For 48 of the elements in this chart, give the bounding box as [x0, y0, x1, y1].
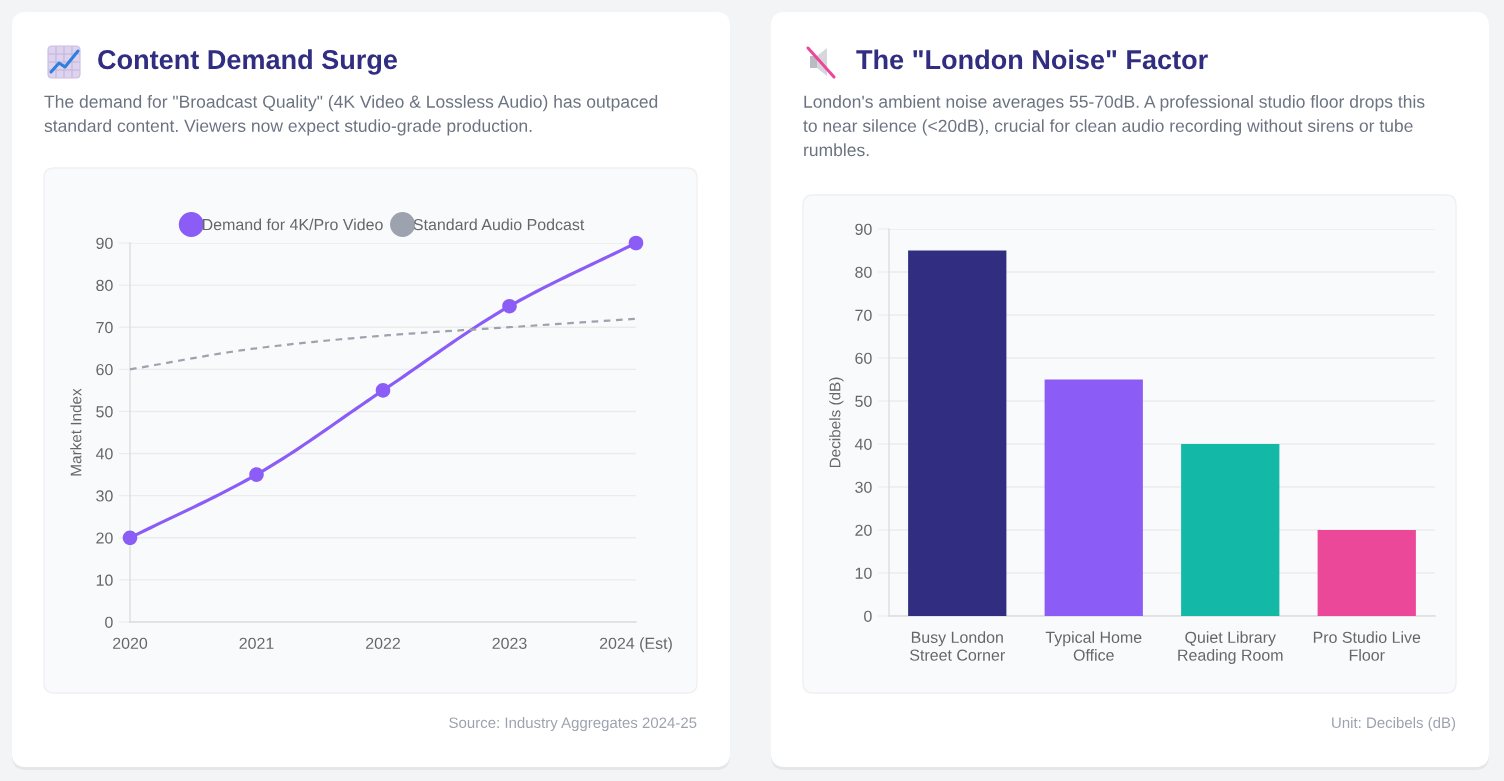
y-tick-label: 60	[855, 352, 872, 364]
point	[628, 235, 644, 251]
source-note: Source: Industry Aggregates 2024-25	[449, 717, 697, 731]
y-axis-title: Market Index	[70, 388, 82, 476]
y-tick-label: 30	[855, 481, 872, 493]
y-tick-label: 30	[96, 490, 113, 502]
y-tick-label: 70	[855, 309, 872, 321]
y-tick-label: 10	[96, 574, 113, 586]
chart-title: The "London Noise" Factor	[856, 49, 1208, 70]
chart-subtitle: London's ambient noise averages 55-70dB. A professional studio floor drops this to near silence (<20dB), crucial for clean audio recording without sirens or tube rumbles.	[803, 95, 1425, 157]
y-tick-label: 70	[96, 321, 113, 334]
y-axis-title: Decibels (dB)	[829, 377, 844, 468]
point	[502, 298, 517, 314]
x-tick-label: 2024 (Est)	[599, 637, 672, 653]
y-tick-label: 40	[95, 448, 113, 460]
legend-label: Demand for 4K/Pro Video	[202, 218, 383, 231]
x-tick-label: Busy London Street Corner	[910, 631, 1005, 661]
point	[375, 383, 391, 398]
y-tick-label: 40	[854, 438, 872, 450]
chart-title: Content Demand Surge	[98, 49, 398, 75]
y-tick-label: 90	[96, 237, 113, 249]
bar	[1181, 444, 1280, 616]
point	[249, 467, 264, 482]
bar	[908, 250, 1007, 616]
chart-subtitle: The demand for "Broadcast Quality" (4K Video & Lossless Audio) has outpaced standard content. Viewers now expect studio-grade production.	[44, 95, 658, 136]
y-tick-label: 0	[864, 610, 872, 622]
legend-label: Standard Audio Podcast	[413, 218, 585, 231]
y-tick-label: 0	[105, 616, 113, 628]
y-tick-label: 60	[96, 363, 113, 376]
x-tick-label: 2021	[239, 637, 274, 650]
y-tick-label: 10	[855, 567, 872, 579]
y-tick-label: 90	[855, 223, 872, 235]
x-tick-label: Quiet Library Reading Room	[1178, 631, 1283, 664]
bar	[1044, 379, 1143, 616]
y-tick-label: 20	[855, 524, 872, 536]
x-tick-label: 2023	[492, 637, 527, 650]
y-tick-label: 50	[96, 406, 113, 418]
point	[122, 530, 138, 546]
y-tick-label: 80	[855, 266, 872, 278]
y-tick-label: 50	[855, 395, 872, 407]
x-tick-label: 2022	[366, 637, 400, 650]
x-tick-label: Typical Home Office	[1045, 631, 1142, 661]
x-tick-label: Pro Studio Live Floor	[1313, 631, 1421, 661]
x-tick-label: 2020	[113, 637, 148, 650]
y-tick-label: 20	[96, 532, 113, 544]
bar	[1317, 530, 1416, 616]
y-tick-label: 80	[96, 279, 113, 292]
text: Unit: Decibels (dB)	[1332, 717, 1456, 731]
